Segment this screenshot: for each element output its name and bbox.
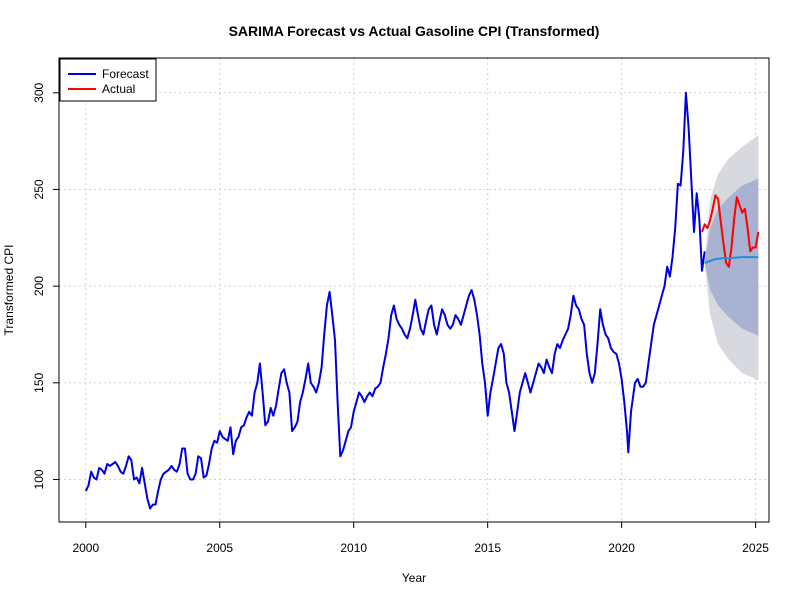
grid xyxy=(59,58,769,522)
y-tick-label-100: 100 xyxy=(32,469,46,489)
x-tick-label-2025: 2025 xyxy=(742,541,769,555)
x-tick-label-2005: 2005 xyxy=(206,541,233,555)
series-lines xyxy=(84,91,760,510)
x-tick-label-2000: 2000 xyxy=(72,541,99,555)
legend: Forecast Actual xyxy=(59,58,157,102)
y-tick-label-150: 150 xyxy=(32,372,46,392)
y-axis-label: Transformed CPI xyxy=(2,245,16,336)
y-tick-label-250: 250 xyxy=(32,179,46,199)
x-tick-label-2015: 2015 xyxy=(474,541,501,555)
y-tick-label-300: 300 xyxy=(32,82,46,102)
y-axis: 100 150 200 250 300 xyxy=(32,82,59,489)
x-tick-label-2020: 2020 xyxy=(608,541,635,555)
series-line-forecast xyxy=(84,91,706,510)
chart-title: SARIMA Forecast vs Actual Gasoline CPI (… xyxy=(229,23,600,39)
x-axis: 2000 2005 2010 2015 2020 2025 xyxy=(72,522,769,555)
legend-box xyxy=(59,58,157,102)
legend-label-forecast: Forecast xyxy=(102,67,149,81)
x-axis-label: Year xyxy=(402,571,426,585)
legend-label-actual: Actual xyxy=(102,82,135,96)
plot-frame xyxy=(58,57,770,523)
series-line-forecast-mean xyxy=(704,256,759,264)
y-tick-label-200: 200 xyxy=(32,276,46,296)
x-tick-label-2010: 2010 xyxy=(340,541,367,555)
